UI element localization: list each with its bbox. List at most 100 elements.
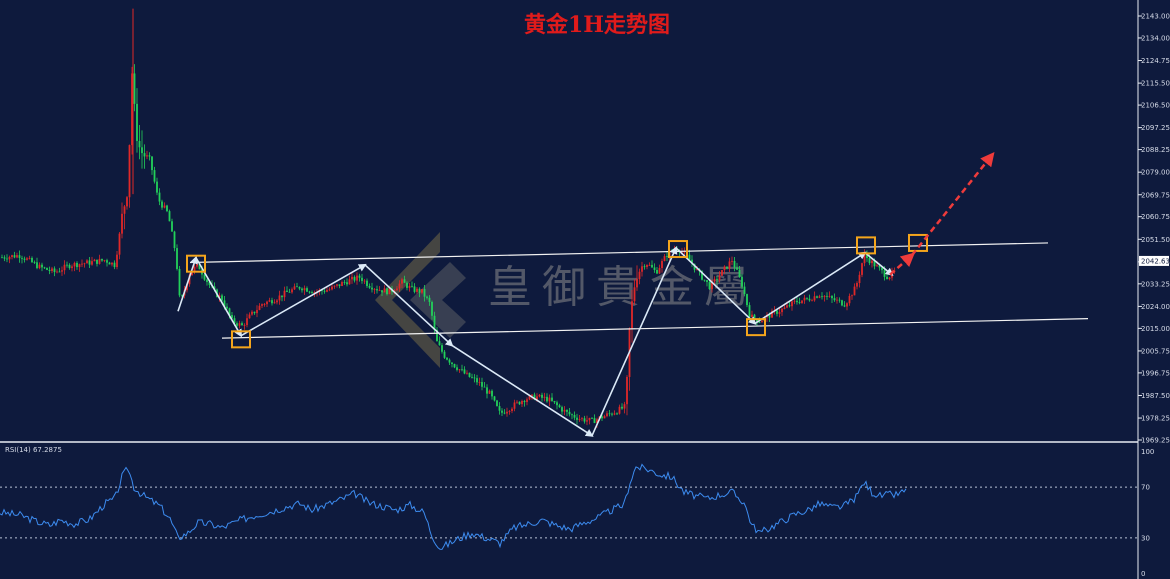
candle-body xyxy=(51,268,53,271)
candle-body xyxy=(493,396,496,401)
candle-body xyxy=(226,306,228,309)
turning-point-box xyxy=(908,233,928,252)
candle-body xyxy=(398,283,401,289)
candle-body xyxy=(491,390,493,397)
candle-body xyxy=(278,295,281,301)
candle-body xyxy=(141,147,143,154)
candle-body xyxy=(606,413,608,417)
candle-body xyxy=(61,270,63,272)
candle-body xyxy=(36,262,38,269)
wave-arrow xyxy=(864,252,894,276)
candle-body xyxy=(46,267,48,270)
candle-body xyxy=(163,205,166,208)
candle-body xyxy=(651,264,653,268)
candle-body xyxy=(596,419,598,424)
candle-body xyxy=(471,376,473,378)
candle-body xyxy=(466,372,468,374)
candle-body xyxy=(713,278,716,282)
candle-body xyxy=(756,318,758,322)
candle-body xyxy=(261,304,263,306)
candle-body xyxy=(758,321,761,323)
candle-body xyxy=(731,260,733,262)
candle-body xyxy=(508,411,511,412)
candle-body xyxy=(588,417,591,421)
candles-group xyxy=(1,8,896,428)
candle-body xyxy=(706,280,708,283)
forecast-arrow xyxy=(889,252,915,276)
candle-body xyxy=(428,297,431,302)
rsi-tick-label: 30 xyxy=(1141,534,1150,542)
candle-body xyxy=(71,266,73,269)
candle-body xyxy=(113,262,116,268)
candle-body xyxy=(408,285,411,288)
candle-body xyxy=(118,233,121,255)
candle-body xyxy=(256,309,258,314)
candle-body xyxy=(81,263,83,265)
candle-body xyxy=(806,297,808,299)
candle-body xyxy=(128,145,131,198)
candle-body xyxy=(863,253,866,264)
rsi-label: RSI(14) 67.2875 xyxy=(5,446,62,454)
candle-body xyxy=(736,267,738,270)
turning-point-box xyxy=(231,330,251,349)
candle-body xyxy=(418,288,421,293)
candle-body xyxy=(228,308,231,316)
candle-body xyxy=(696,269,698,270)
candle-body xyxy=(388,288,391,295)
turning-point-box xyxy=(668,240,688,259)
candle-body xyxy=(393,290,396,292)
candle-body xyxy=(338,284,341,286)
candle-body xyxy=(41,264,43,268)
candle-body xyxy=(436,329,438,342)
candle-body xyxy=(621,406,623,409)
wave-arrow xyxy=(364,264,454,347)
candle-body xyxy=(751,314,753,318)
candle-body xyxy=(881,267,883,271)
candle-body xyxy=(298,286,301,289)
candle-body xyxy=(98,258,101,264)
candle-body xyxy=(433,315,436,330)
candle-body xyxy=(186,284,188,291)
candle-body xyxy=(653,267,656,270)
candle-body xyxy=(73,262,76,267)
price-tick-label: 1969.25 xyxy=(1141,437,1170,445)
candle-body xyxy=(178,268,181,296)
candle-body xyxy=(631,301,633,329)
candle-body xyxy=(646,264,648,267)
candle-body xyxy=(38,264,41,269)
candle-body xyxy=(223,300,226,307)
candle-body xyxy=(666,256,668,257)
candle-body xyxy=(213,286,216,290)
candle-body xyxy=(233,318,236,324)
candle-body xyxy=(793,300,796,302)
candle-body xyxy=(523,400,526,403)
candle-body xyxy=(803,297,806,301)
candle-body xyxy=(353,276,356,281)
candle-body xyxy=(166,205,168,212)
candle-body xyxy=(886,276,888,280)
candle-body xyxy=(501,410,503,413)
candle-body xyxy=(403,279,406,283)
candle-body xyxy=(748,305,751,318)
candle-body xyxy=(363,280,366,282)
candle-body xyxy=(703,279,706,281)
candle-body xyxy=(563,409,566,412)
candle-body xyxy=(548,397,551,402)
price-tick-label: 1987.50 xyxy=(1141,392,1170,400)
candle-body xyxy=(218,295,221,298)
candle-body xyxy=(788,305,791,307)
candle-body xyxy=(658,268,661,274)
candle-body xyxy=(306,288,308,292)
rsi-tick-label: 100 xyxy=(1141,448,1154,456)
candle-body xyxy=(188,275,191,285)
candle-body xyxy=(848,295,851,304)
price-tick-label: 2060.75 xyxy=(1141,213,1170,221)
candle-body xyxy=(76,262,78,268)
candle-body xyxy=(601,416,603,419)
candle-body xyxy=(326,290,328,292)
candle-body xyxy=(406,282,408,288)
candle-body xyxy=(386,288,388,295)
candle-body xyxy=(656,269,658,274)
candle-body xyxy=(791,301,793,307)
candle-body xyxy=(251,311,253,315)
